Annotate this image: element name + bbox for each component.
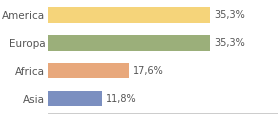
Text: 35,3%: 35,3% <box>214 38 245 48</box>
Text: 17,6%: 17,6% <box>133 66 163 76</box>
Bar <box>48 91 102 106</box>
Bar <box>48 63 129 78</box>
Bar <box>48 7 210 23</box>
Bar <box>48 35 210 51</box>
Text: 11,8%: 11,8% <box>106 94 137 104</box>
Text: 35,3%: 35,3% <box>214 10 245 20</box>
